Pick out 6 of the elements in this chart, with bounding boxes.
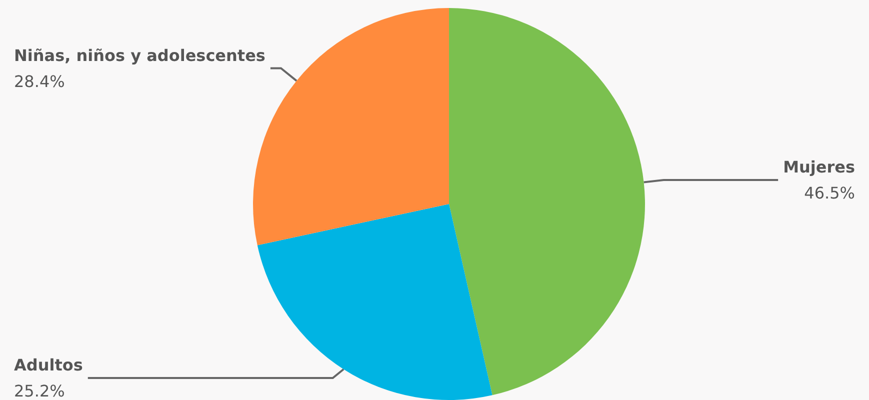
data-label: 25.2% [14, 382, 65, 400]
slice-label: Niñas, niños y adolescentes [14, 46, 266, 65]
slice-label: Adultos [14, 356, 83, 374]
data-label: 28.4% [14, 72, 65, 91]
slice-label: Mujeres [783, 157, 855, 176]
data-label: 46.5% [804, 183, 855, 202]
